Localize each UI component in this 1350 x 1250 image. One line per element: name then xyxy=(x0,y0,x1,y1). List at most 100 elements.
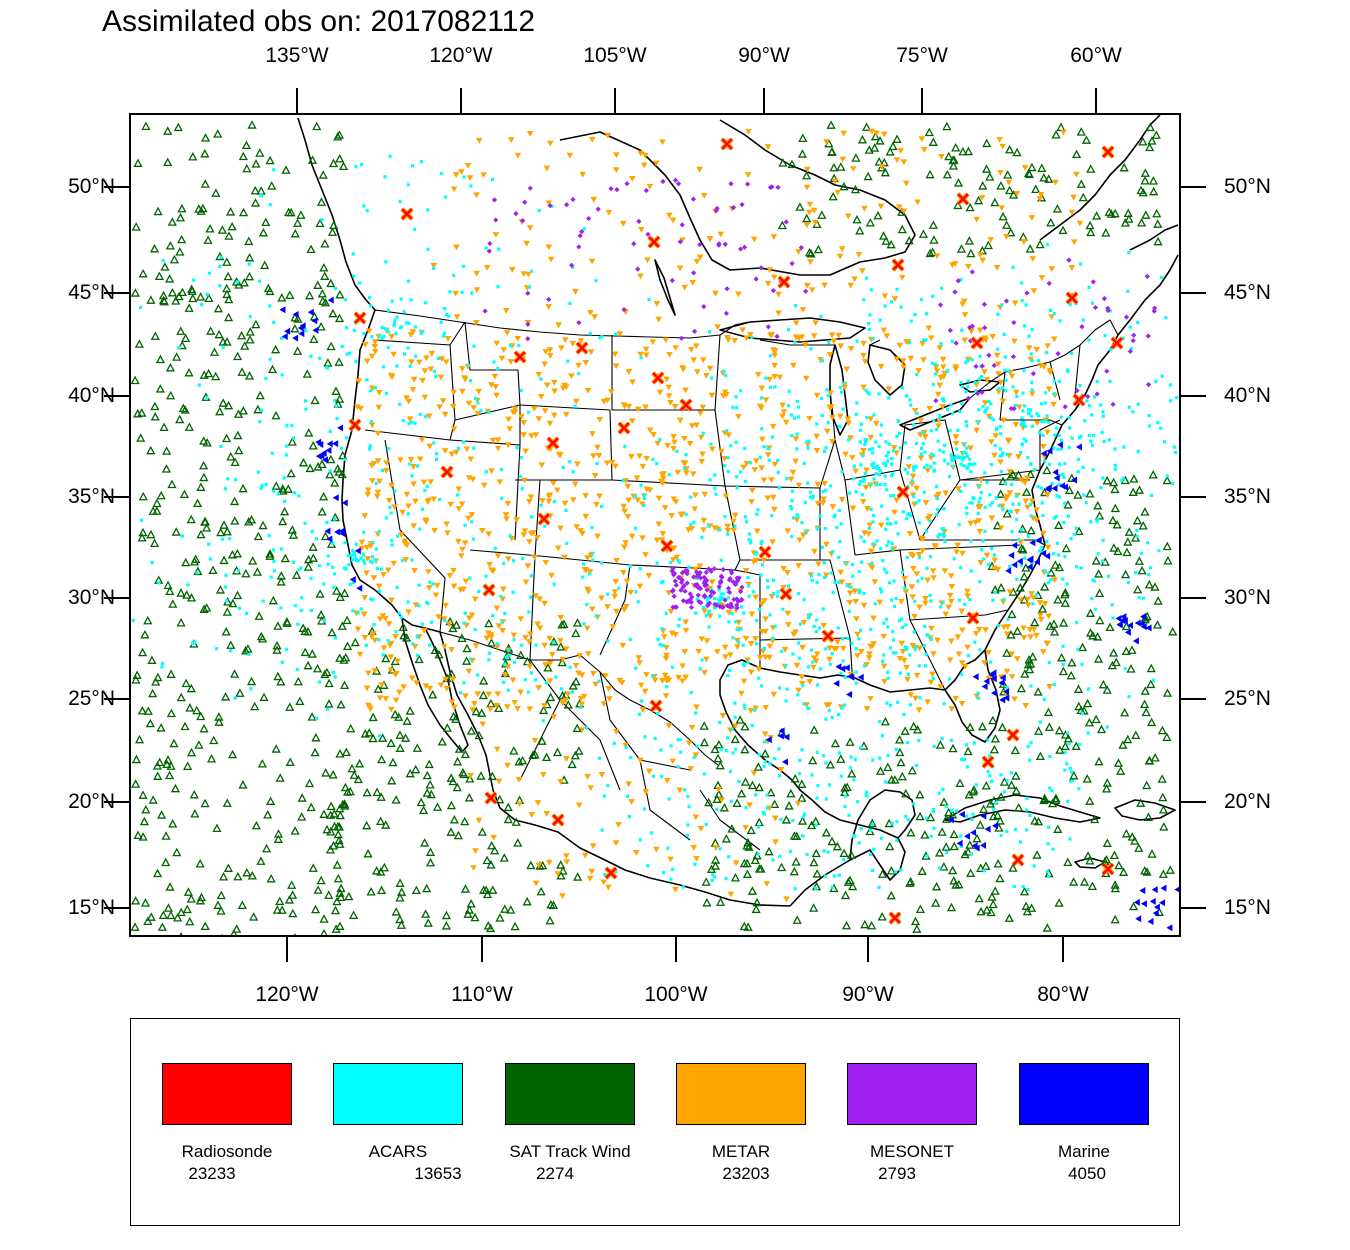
triangle-open-marker xyxy=(1011,771,1021,780)
dot-marker xyxy=(965,765,969,769)
triangle-down-marker xyxy=(1043,640,1051,647)
triangle-open-marker xyxy=(1136,218,1147,227)
dot-marker xyxy=(476,401,480,405)
triangle-down-marker xyxy=(562,384,570,391)
triangle-open-marker xyxy=(981,861,991,870)
dot-marker xyxy=(280,373,284,377)
diamond-marker xyxy=(973,363,979,370)
dot-marker xyxy=(977,484,981,488)
dot-marker xyxy=(1077,787,1081,791)
triangle-down-marker xyxy=(410,464,417,470)
triangle-left-marker xyxy=(848,673,855,681)
dot-marker xyxy=(977,377,982,381)
diamond-marker xyxy=(701,574,707,581)
dot-marker xyxy=(1263,363,1266,366)
dot-marker xyxy=(361,559,365,563)
triangle-down-marker xyxy=(490,834,498,841)
dot-marker xyxy=(529,671,533,675)
dot-marker xyxy=(726,532,730,536)
dot-marker xyxy=(754,793,758,797)
triangle-open-marker xyxy=(1012,147,1022,157)
triangle-down-marker xyxy=(483,635,491,642)
dot-marker xyxy=(894,521,898,525)
triangle-down-marker xyxy=(841,384,849,391)
triangle-open-marker xyxy=(949,155,959,164)
triangle-open-marker xyxy=(134,339,144,348)
dot-marker xyxy=(877,444,881,449)
triangle-down-marker xyxy=(562,853,570,860)
triangle-open-marker xyxy=(1006,780,1017,789)
triangle-down-marker xyxy=(612,578,620,585)
dot-marker xyxy=(687,805,691,809)
triangle-down-marker xyxy=(637,351,644,358)
bottom-lon-label: 100°W xyxy=(644,983,708,1006)
triangle-open-marker xyxy=(870,131,881,141)
triangle-open-marker xyxy=(931,898,941,907)
dot-marker xyxy=(964,743,969,747)
dot-marker xyxy=(949,738,953,742)
triangle-down-marker xyxy=(420,479,428,486)
dot-marker xyxy=(898,671,903,675)
dot-marker xyxy=(1099,403,1103,407)
triangle-open-marker xyxy=(740,744,750,754)
triangle-open-marker xyxy=(460,816,470,826)
triangle-down-marker xyxy=(700,517,708,524)
dot-marker xyxy=(550,204,554,208)
dot-marker xyxy=(872,847,876,851)
triangle-down-marker xyxy=(939,404,946,410)
triangle-left-marker xyxy=(1035,536,1042,544)
triangle-down-marker xyxy=(526,225,534,231)
triangle-open-marker xyxy=(963,746,973,756)
triangle-open-marker xyxy=(165,586,175,595)
triangle-open-marker xyxy=(1031,184,1041,194)
diamond-marker xyxy=(614,187,620,193)
triangle-open-marker xyxy=(138,491,148,501)
dot-marker xyxy=(778,686,782,690)
triangle-open-marker xyxy=(915,789,925,799)
triangle-open-marker xyxy=(222,337,232,346)
triangle-left-marker xyxy=(781,758,788,766)
dot-marker xyxy=(247,652,251,657)
dot-marker xyxy=(365,378,369,382)
triangle-down-marker xyxy=(502,307,510,314)
triangle-down-marker xyxy=(760,477,768,484)
dot-marker xyxy=(1095,380,1099,384)
triangle-down-marker xyxy=(535,416,543,422)
dot-marker xyxy=(347,562,351,567)
triangle-down-marker xyxy=(771,815,779,822)
triangle-open-marker xyxy=(320,271,330,280)
triangle-open-marker xyxy=(1014,802,1024,812)
dot-marker xyxy=(527,610,531,614)
triangle-down-marker xyxy=(536,625,544,632)
triangle-down-marker xyxy=(651,677,659,684)
dot-marker xyxy=(945,407,950,412)
dot-marker xyxy=(472,446,476,450)
dot-marker xyxy=(854,670,858,674)
triangle-down-marker xyxy=(606,696,613,703)
dot-marker xyxy=(884,464,888,468)
diamond-marker xyxy=(722,597,728,603)
triangle-open-marker xyxy=(146,912,156,921)
triangle-down-marker xyxy=(378,682,386,689)
triangle-open-marker xyxy=(797,816,808,825)
triangle-open-marker xyxy=(313,462,323,471)
triangle-down-marker xyxy=(826,656,833,663)
triangle-open-marker xyxy=(454,744,465,753)
dot-marker xyxy=(415,653,420,657)
dot-marker xyxy=(573,404,577,408)
triangle-open-marker xyxy=(1120,475,1130,485)
triangle-down-marker xyxy=(1020,635,1028,641)
dot-marker xyxy=(731,636,735,640)
dot-marker xyxy=(1086,731,1090,735)
dot-marker xyxy=(804,529,808,533)
triangle-open-marker xyxy=(145,718,155,728)
triangle-down-marker xyxy=(465,400,473,407)
triangle-down-marker xyxy=(747,669,755,676)
dot-marker xyxy=(871,513,876,518)
triangle-down-marker xyxy=(670,434,677,440)
dot-marker xyxy=(1045,243,1050,247)
triangle-open-marker xyxy=(326,810,336,819)
triangle-open-marker xyxy=(268,595,278,605)
triangle-down-marker xyxy=(860,340,867,347)
triangle-down-marker xyxy=(859,268,866,274)
